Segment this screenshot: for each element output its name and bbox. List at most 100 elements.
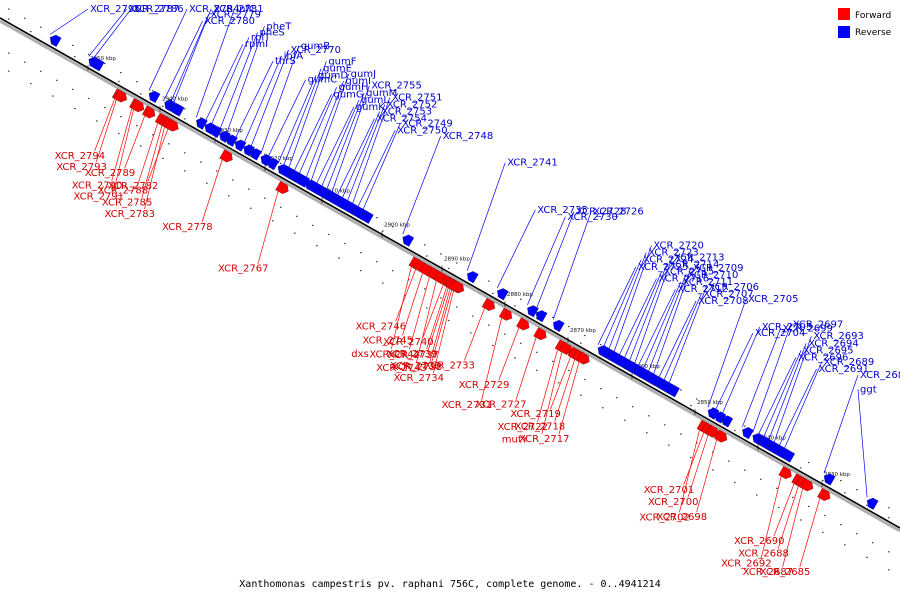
gene-label: XCR_2725	[638, 262, 689, 273]
guide-dot	[808, 505, 810, 508]
reverse-label-line	[657, 300, 697, 380]
reverse-gene-arrow	[148, 90, 161, 103]
gene-label: XCR_2731	[442, 400, 493, 411]
guide-dot	[344, 242, 346, 245]
forward-gene-arrow	[713, 429, 728, 443]
guide-dot	[272, 220, 274, 222]
gene-label: XCR_2739	[387, 349, 438, 360]
gene-label: XCR_2709	[693, 263, 744, 274]
reverse-label-line	[341, 111, 380, 200]
forward-label-line	[257, 191, 279, 264]
reverse-gene-arrow	[823, 473, 836, 486]
guide-dot	[8, 70, 10, 72]
guide-dot	[136, 125, 138, 127]
reverse-label-line	[783, 361, 823, 451]
guide-dot	[728, 460, 730, 462]
reverse-gene-arrow	[714, 411, 727, 424]
gene-label: pheS	[260, 27, 285, 38]
gene-label: XCR_2767	[218, 264, 269, 275]
forward-label-line	[94, 98, 115, 152]
guide-dot	[200, 161, 202, 163]
gene-label: ihfA	[284, 51, 304, 62]
reverse-label-line	[164, 21, 203, 100]
gene-label: XCR_2785	[102, 198, 153, 209]
legend-reverse-label: Reverse	[855, 28, 892, 38]
guide-dot	[844, 492, 846, 494]
gene-label: XCR_2738	[392, 362, 443, 373]
guide-dot	[118, 132, 120, 135]
gene-label: XCR_2786	[133, 4, 184, 15]
reverse-gene-arrow	[527, 305, 539, 318]
reverse-label-line	[336, 118, 375, 197]
guide-dot	[248, 188, 250, 190]
kbp-tick-label: 2830 kbp	[824, 472, 850, 478]
forward-gene-arrow	[219, 149, 233, 163]
gene-label: gumE	[323, 63, 352, 74]
reverse-gene-arrow	[204, 122, 217, 135]
guide-dot	[866, 504, 868, 506]
reverse-gene-arrow	[260, 154, 273, 167]
guide-dot	[40, 26, 42, 28]
legend-forward-label: Forward	[855, 11, 891, 21]
gene-label: XCR_2691	[819, 364, 870, 375]
guide-dot	[424, 244, 426, 246]
gene-label: XCR_2710	[688, 270, 739, 281]
guide-dot	[338, 257, 340, 259]
reverse-label-line	[172, 8, 212, 105]
kbp-tick-label: 2950 kbp	[90, 56, 116, 62]
reverse-label-line	[778, 369, 817, 448]
gene-label: XCR_2692	[721, 559, 772, 570]
reverse-gene-arrow	[742, 427, 754, 440]
reverse-label-line	[330, 85, 370, 194]
reverse-label-lines	[49, 8, 868, 498]
gene-label: XCR_2714	[669, 259, 720, 270]
kbp-tick-label: 2910 kbp	[324, 188, 350, 194]
guide-dot	[250, 155, 252, 157]
guide-dot	[216, 170, 218, 172]
gene-label: XCR_2685	[760, 567, 811, 578]
forward-gene-arrow	[817, 487, 831, 501]
guide-dot	[514, 305, 516, 307]
forward-label-line	[481, 318, 502, 401]
gene-label: XCR_2703	[762, 322, 813, 333]
guide-dot	[8, 8, 10, 10]
guide-dot	[118, 80, 120, 83]
reverse-gene-arrow	[250, 148, 262, 161]
guide-dot	[696, 442, 698, 444]
guide-dot	[360, 270, 362, 272]
reverse-gene-arrow	[362, 211, 374, 224]
legend: Forward Reverse	[838, 8, 892, 38]
genome-caption: Xanthomonas campestris pv. raphani 756C,…	[239, 579, 660, 590]
guide-dot	[514, 357, 516, 359]
gene-label: gumG	[333, 89, 363, 100]
reverse-label-line	[92, 8, 132, 59]
guide-dot	[74, 55, 76, 58]
guide-dot	[74, 107, 76, 110]
gene-label: XCR_2748	[443, 131, 494, 142]
gene-label: dxs	[351, 349, 368, 360]
reverse-label-line	[714, 332, 754, 412]
gene-label: XCR_2752	[387, 100, 438, 111]
forward-label-line	[433, 290, 454, 374]
guide-dot	[552, 316, 554, 318]
reverse-label-line	[602, 259, 642, 348]
gene-label: XCR_2754	[376, 114, 427, 125]
gene-label: XCR_2746	[356, 322, 407, 333]
guide-dot	[734, 429, 736, 432]
guide-dot	[866, 556, 868, 558]
guide-dot	[360, 252, 362, 254]
guide-dot	[470, 332, 472, 334]
reverse-label-line	[607, 252, 647, 351]
guide-dot	[680, 433, 682, 435]
forward-label-line	[498, 327, 520, 381]
gene-label: XCR_2687	[743, 567, 794, 578]
reverse-gene-arrow	[467, 271, 479, 284]
guide-dot	[712, 407, 714, 409]
reverse-label-line	[647, 274, 687, 374]
guide-dot	[136, 81, 138, 83]
reverse-gene-arrow	[92, 59, 105, 72]
guide-dot	[30, 31, 32, 33]
reverse-label-line	[320, 99, 360, 189]
guide-dot	[792, 496, 794, 498]
